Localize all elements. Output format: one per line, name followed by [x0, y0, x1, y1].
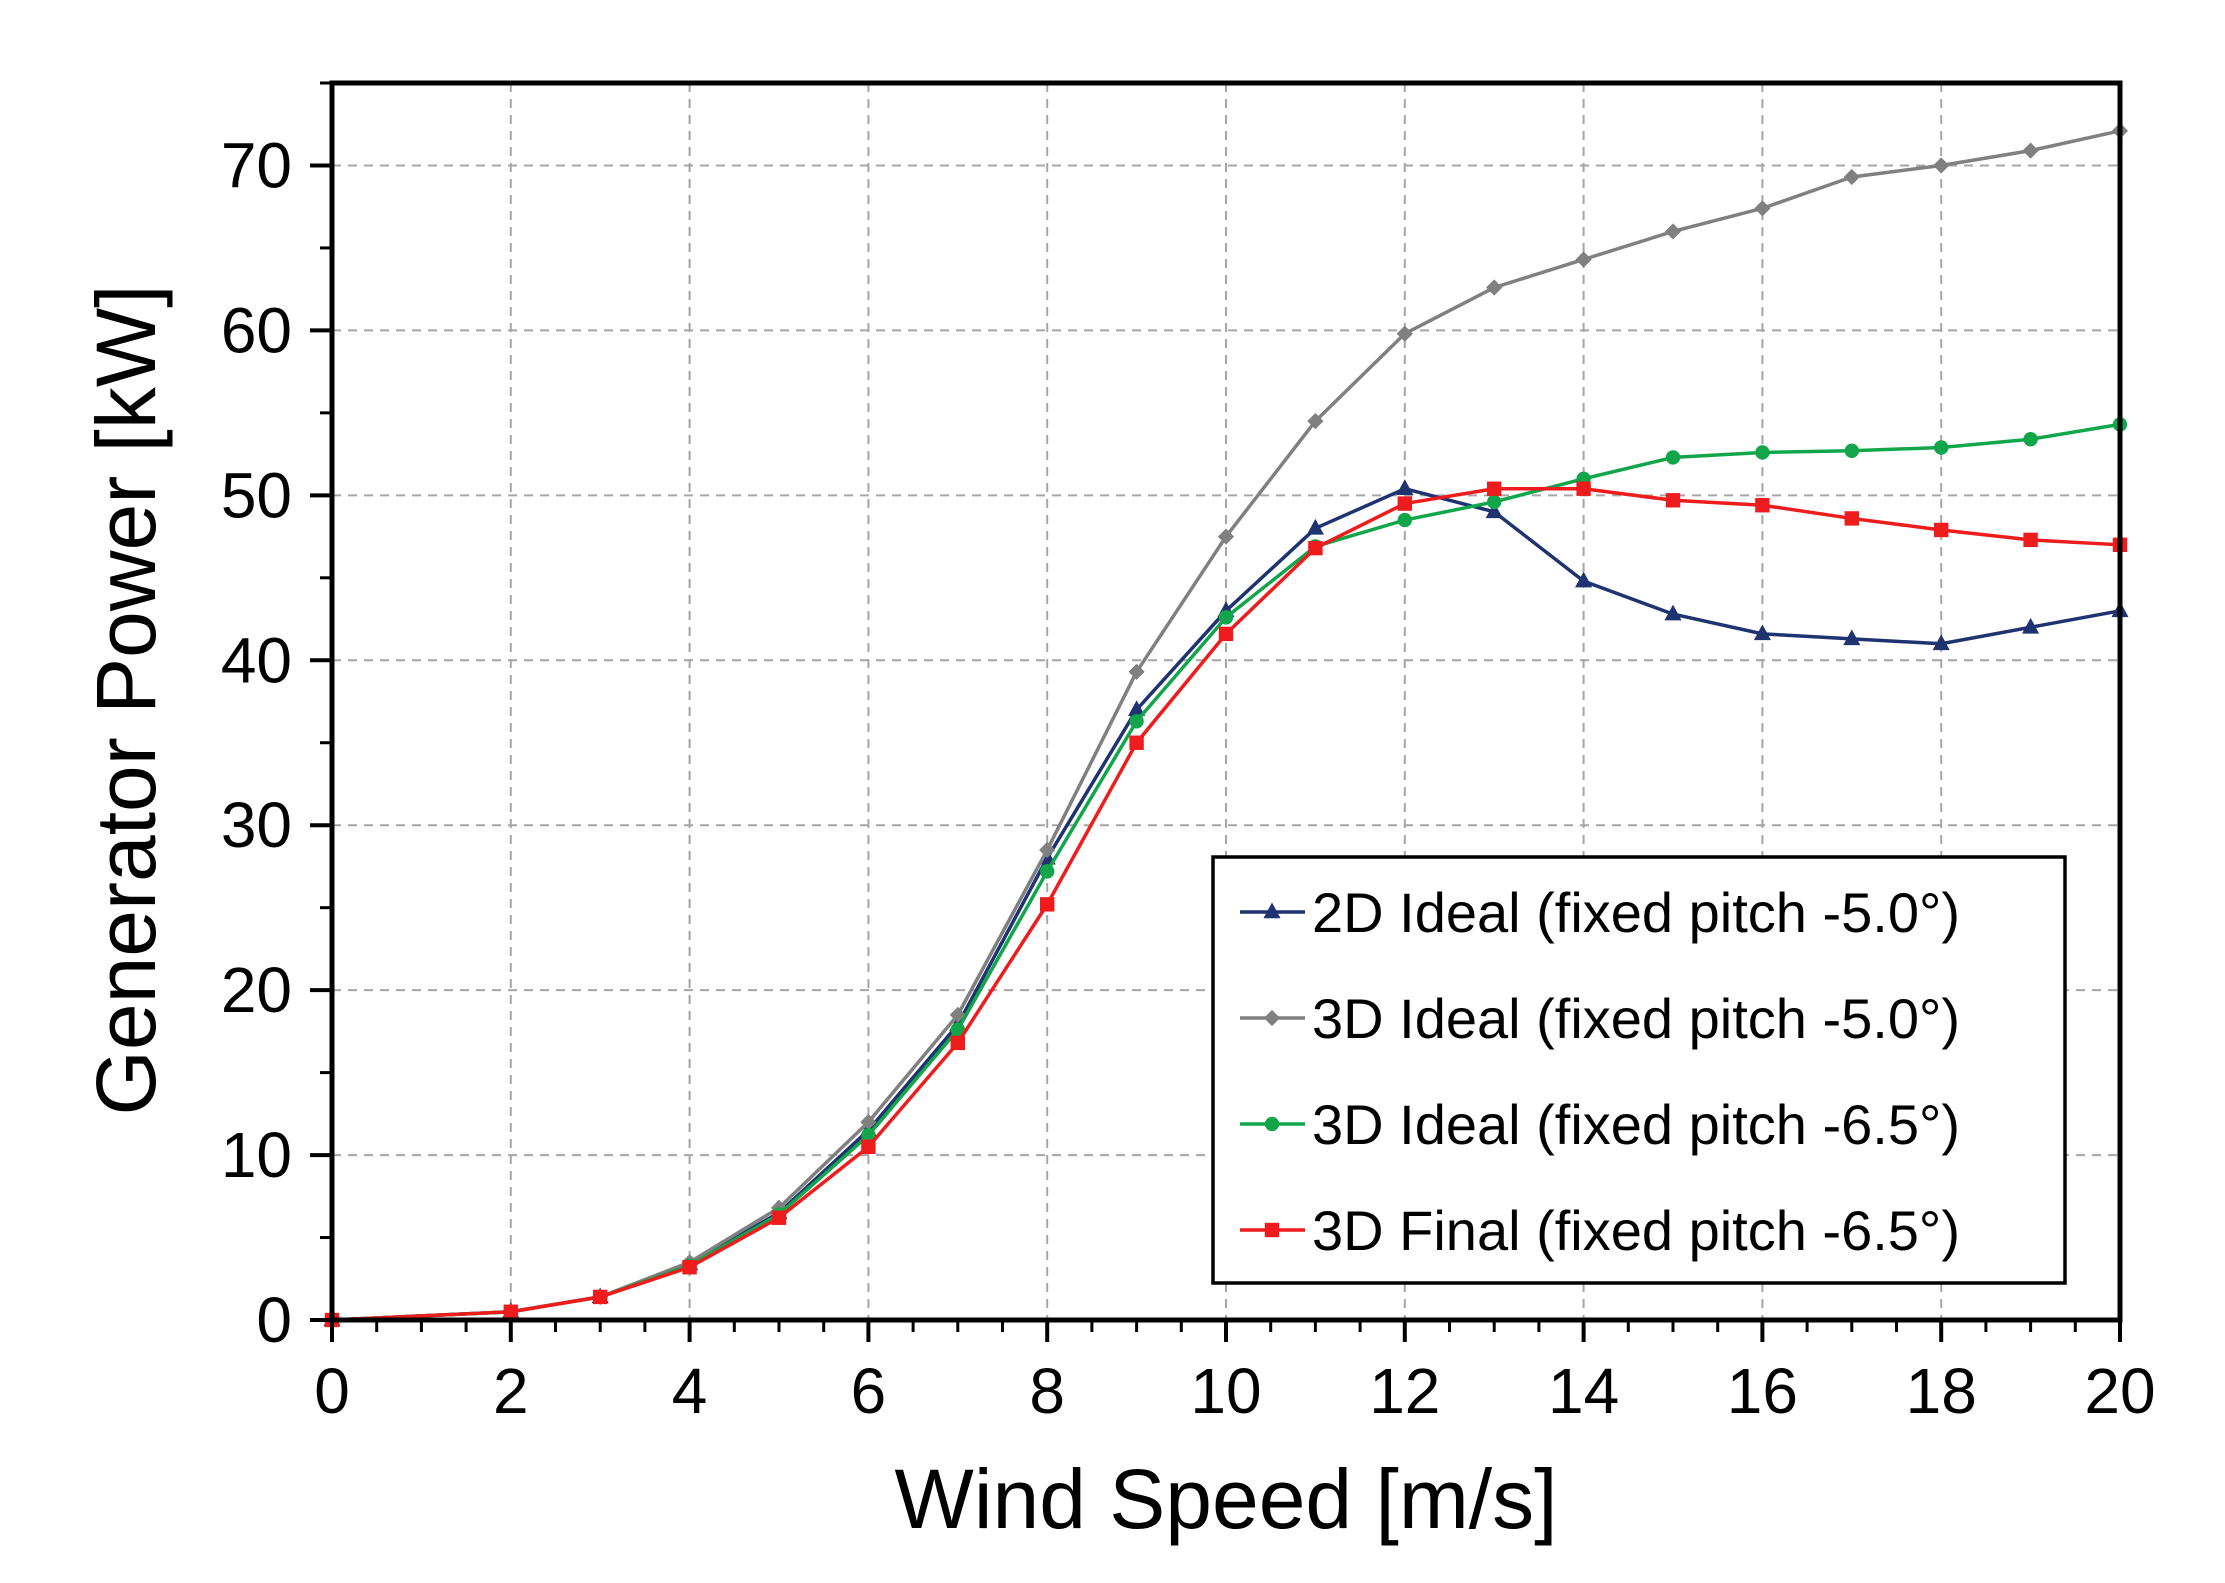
data-point: [1218, 626, 1234, 642]
axis-ticks: [310, 81, 2122, 1342]
data-point: [1755, 498, 1770, 513]
legend-swatch-marker: [1263, 1009, 1281, 1027]
data-point: [1040, 897, 1055, 912]
x-tick-label: 0: [314, 1355, 350, 1427]
x-tick-label: 6: [851, 1355, 887, 1427]
data-point: [1755, 445, 1770, 460]
data-point: [950, 1035, 965, 1051]
y-tick-label: 40: [221, 624, 292, 696]
data-point: [503, 1304, 518, 1319]
legend-item: 2D Ideal (fixed pitch -5.0°): [1240, 881, 1960, 944]
y-axis-title: Generator Power [kW]: [79, 285, 173, 1116]
y-tick-label: 60: [221, 294, 292, 366]
legend-item: 3D Ideal (fixed pitch -5.0°): [1240, 987, 1960, 1050]
data-point: [1486, 279, 1503, 296]
data-point: [950, 1022, 965, 1037]
x-tick-label: 18: [1906, 1355, 1977, 1427]
data-point: [1843, 629, 1861, 646]
x-tick-label: 20: [2084, 1355, 2155, 1427]
data-point: [1487, 481, 1502, 496]
data-point: [1575, 251, 1592, 268]
data-point: [861, 1139, 876, 1155]
legend-swatch-marker: [1264, 1116, 1280, 1132]
data-point: [2023, 532, 2038, 548]
data-point: [1934, 440, 1949, 455]
legend-item: 3D Final (fixed pitch -6.5°): [1240, 1199, 1960, 1262]
plot-series: [323, 122, 2129, 1329]
legend-label: 3D Ideal (fixed pitch -5.0°): [1312, 987, 1960, 1050]
x-axis-title: Wind Speed [m/s]: [895, 1452, 1558, 1546]
data-point: [1844, 443, 1860, 459]
data-point: [1397, 512, 1413, 528]
data-point: [1218, 610, 1234, 625]
legend-item: 3D Ideal (fixed pitch -6.5°): [1240, 1093, 1960, 1156]
data-point: [1932, 634, 1950, 651]
legend-label: 2D Ideal (fixed pitch -5.0°): [1312, 881, 1960, 944]
x-tick-label: 8: [1029, 1355, 1065, 1427]
data-point: [1396, 325, 1413, 342]
data-point: [861, 1128, 876, 1143]
x-tick-label: 2: [493, 1355, 529, 1427]
legend-box: [1211, 855, 2067, 1285]
data-point: [1128, 700, 1146, 717]
data-point: [1665, 450, 1681, 465]
data-point: [1397, 496, 1412, 511]
data-point: [1217, 528, 1235, 545]
data-point: [1844, 511, 1859, 526]
x-tick-label: 16: [1727, 1355, 1798, 1427]
data-point: [2022, 142, 2039, 159]
legend-swatch-marker: [1264, 1222, 1280, 1238]
legend-label: 3D Final (fixed pitch -6.5°): [1312, 1199, 1960, 1262]
data-point: [1485, 502, 1503, 519]
y-tick-label: 30: [221, 789, 292, 861]
data-point: [1664, 604, 1682, 621]
data-point: [1308, 540, 1323, 556]
data-point: [860, 1113, 877, 1131]
data-point: [1664, 223, 1682, 240]
data-point: [1576, 481, 1591, 496]
data-point: [1575, 571, 1593, 588]
data-point: [949, 1006, 966, 1023]
legend-swatch-marker: [1263, 902, 1281, 919]
series-group: [324, 481, 2128, 1328]
series-line: [331, 129, 2121, 1322]
data-point: [1306, 518, 1324, 535]
y-tick-label: 70: [221, 129, 292, 201]
data-point: [771, 1210, 787, 1225]
data-point: [1665, 493, 1681, 508]
data-point: [2023, 432, 2038, 447]
data-point: [1843, 168, 1860, 186]
y-tick-label: 20: [221, 954, 292, 1026]
x-tick-label: 4: [672, 1355, 708, 1427]
x-tick-label: 10: [1190, 1355, 1261, 1427]
data-point: [1129, 714, 1144, 729]
data-point: [1128, 663, 1145, 680]
data-point: [682, 1260, 697, 1275]
y-tick-label: 10: [221, 1119, 292, 1191]
legend: 2D Ideal (fixed pitch -5.0°) 3D Ideal (fi…: [1211, 855, 2067, 1285]
data-point: [2022, 617, 2040, 634]
data-point: [1396, 479, 1414, 496]
x-tick-label: 12: [1369, 1355, 1440, 1427]
y-tick-label: 50: [221, 459, 292, 531]
data-point: [1487, 494, 1502, 510]
data-point: [1754, 200, 1771, 217]
data-point: [1307, 413, 1324, 430]
legend-entries: 2D Ideal (fixed pitch -5.0°) 3D Ideal (fi…: [1240, 881, 1960, 1262]
data-point: [593, 1289, 608, 1305]
legend-label: 3D Ideal (fixed pitch -6.5°): [1312, 1093, 1960, 1156]
data-point: [1039, 841, 1056, 859]
x-tick-label: 14: [1548, 1355, 1619, 1427]
data-point: [1129, 735, 1144, 750]
series-line: [331, 486, 2121, 1322]
tick-labels: 0 2 4 6 8 10 12 14 16 18 20 0 10 20 30 40 50 60 70: [221, 129, 2156, 1427]
data-point: [1934, 522, 1949, 538]
data-point: [1933, 157, 1950, 174]
data-point: [1040, 864, 1055, 879]
data-point: [1753, 624, 1771, 641]
y-tick-label: 0: [256, 1284, 292, 1356]
